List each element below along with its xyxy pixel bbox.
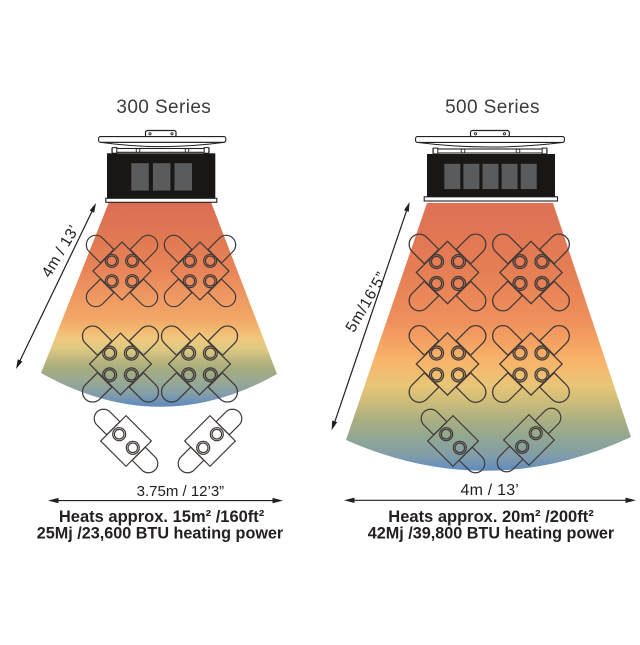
- svg-text:Heats approx. 15m² /160ft²: Heats approx. 15m² /160ft²: [59, 508, 265, 526]
- svg-text:4m / 13’: 4m / 13’: [39, 222, 83, 280]
- svg-text:Heats approx. 20m² /200ft²: Heats approx. 20m² /200ft²: [388, 508, 594, 526]
- svg-text:4m / 13’: 4m / 13’: [461, 482, 520, 499]
- svg-text:25Mj /23,600 BTU heating power: 25Mj /23,600 BTU heating power: [37, 525, 284, 543]
- svg-text:300 Series: 300 Series: [116, 97, 211, 118]
- svg-text:42Mj /39,800 BTU heating power: 42Mj /39,800 BTU heating power: [368, 525, 615, 543]
- svg-text:5m/16’5”: 5m/16’5”: [343, 269, 391, 335]
- svg-text:3.75m / 12’3”: 3.75m / 12’3”: [137, 483, 225, 500]
- svg-text:500 Series: 500 Series: [445, 97, 540, 118]
